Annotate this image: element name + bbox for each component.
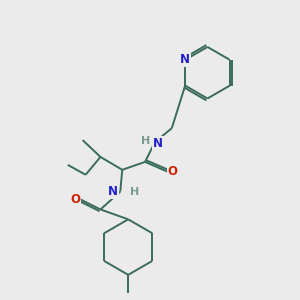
Text: N: N bbox=[108, 185, 118, 198]
Text: N: N bbox=[180, 53, 190, 66]
Text: H: H bbox=[130, 187, 140, 196]
Text: O: O bbox=[168, 165, 178, 178]
Text: O: O bbox=[71, 193, 81, 206]
Text: N: N bbox=[153, 136, 163, 150]
Text: H: H bbox=[141, 136, 151, 146]
